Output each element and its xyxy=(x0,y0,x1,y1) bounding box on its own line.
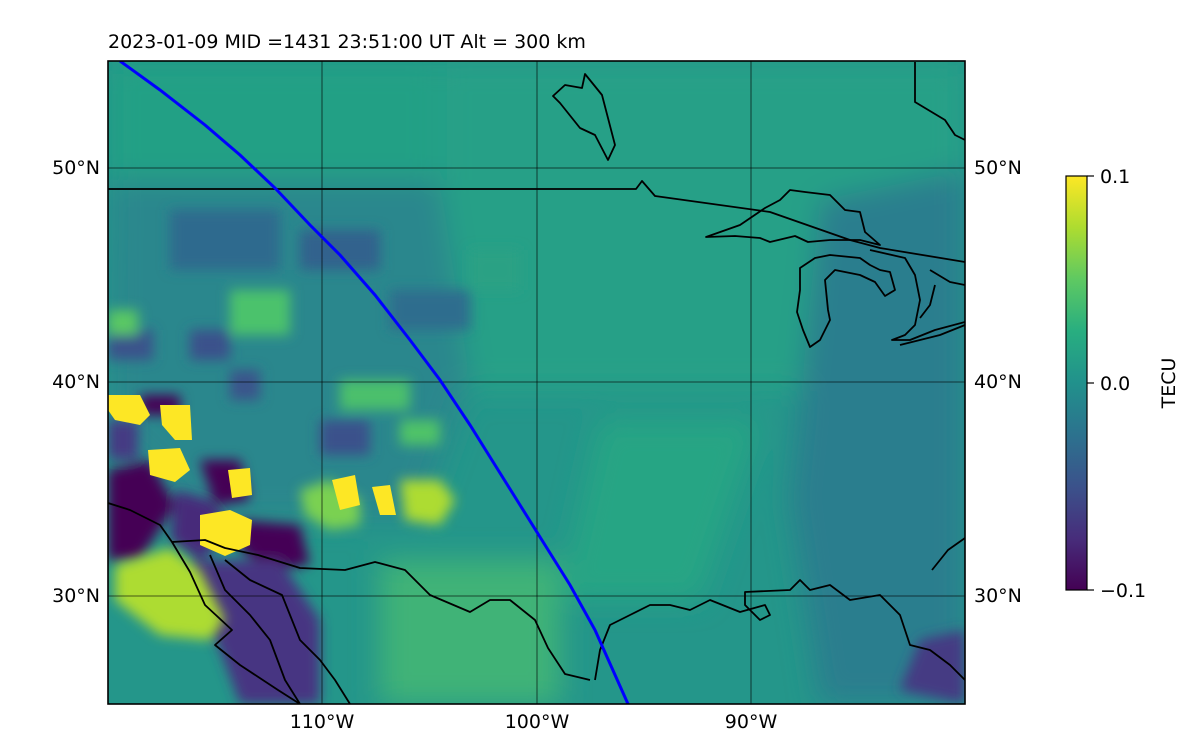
lat-label-30-right: 30°N xyxy=(974,585,1022,607)
map-title: 2023-01-09 MID =1431 23:51:00 UT Alt = 3… xyxy=(108,31,586,53)
tec-map xyxy=(108,61,965,704)
graticule xyxy=(108,61,965,704)
lon-labels: 110°W 100°W 90°W xyxy=(290,711,778,733)
colorbar: 0.1 0.0 −0.1 TECU xyxy=(1065,166,1180,602)
lat-label-40-left: 40°N xyxy=(52,371,100,393)
colorbar-tick-max: 0.1 xyxy=(1100,166,1130,188)
lon-label-110w: 110°W xyxy=(290,711,355,733)
lat-label-40-right: 40°N xyxy=(974,371,1022,393)
lat-labels-left: 50°N 40°N 30°N xyxy=(52,157,100,607)
lon-label-100w: 100°W xyxy=(505,711,570,733)
tec-field xyxy=(108,61,965,704)
satellite-track xyxy=(119,61,630,704)
lon-label-90w: 90°W xyxy=(725,711,778,733)
colorbar-tick-zero: 0.0 xyxy=(1100,373,1130,395)
map-frame xyxy=(107,60,966,705)
colorbar-tick-min: −0.1 xyxy=(1100,580,1146,602)
colorbar-label: TECU xyxy=(1158,358,1180,410)
coastlines xyxy=(108,62,965,704)
lat-label-50-left: 50°N xyxy=(52,157,100,179)
lat-label-30-left: 30°N xyxy=(52,585,100,607)
lat-labels-right: 50°N 40°N 30°N xyxy=(974,157,1022,607)
colorbar-gradient xyxy=(1065,175,1088,591)
lat-label-50-right: 50°N xyxy=(974,157,1022,179)
